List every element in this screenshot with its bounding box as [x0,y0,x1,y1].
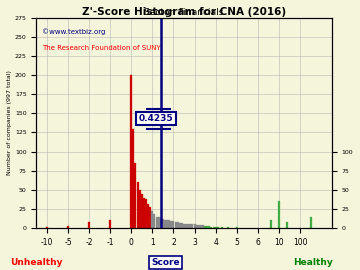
Bar [287,222,288,228]
Bar [168,221,170,228]
Bar [206,226,208,228]
Bar [194,224,195,228]
Y-axis label: Number of companies (997 total): Number of companies (997 total) [7,70,12,176]
Bar [179,223,181,228]
Bar [147,204,149,228]
Bar [177,222,179,228]
Bar [200,225,202,228]
Bar [208,226,210,228]
Bar [156,217,158,228]
Bar [183,224,185,228]
Bar [221,227,223,228]
Title: Z'-Score Histogram for CNA (2016): Z'-Score Histogram for CNA (2016) [82,7,286,17]
Bar [67,226,69,228]
Text: Healthy: Healthy [293,258,333,267]
Text: Score: Score [151,258,180,267]
Bar [212,227,215,228]
Bar [196,225,198,228]
Text: 0.4235: 0.4235 [139,114,173,123]
Bar [236,227,238,228]
Bar [135,163,136,228]
Bar [151,211,153,228]
Text: ©www.textbiz.org: ©www.textbiz.org [42,28,105,35]
Bar [141,194,143,228]
Bar [310,217,312,228]
Bar [181,223,183,228]
Text: Unhealthy: Unhealthy [10,258,62,267]
Bar [109,221,111,228]
Bar [143,198,145,228]
Bar [217,227,219,228]
Text: The Research Foundation of SUNY: The Research Foundation of SUNY [42,45,161,51]
Bar [46,227,48,228]
Bar [211,227,212,228]
Bar [278,201,280,228]
Bar [185,224,187,228]
Bar [198,225,200,228]
Bar [187,224,189,228]
Bar [132,129,134,228]
Bar [270,221,271,228]
Bar [170,221,172,228]
Bar [189,224,192,228]
Bar [202,225,204,228]
Bar [145,199,147,228]
Bar [158,217,160,228]
Bar [227,227,229,228]
Bar [153,214,156,228]
Bar [160,218,162,228]
Bar [149,207,151,228]
Bar [130,75,132,228]
Bar [204,226,206,228]
Bar [215,227,217,228]
Text: Sector: Financials: Sector: Financials [144,8,224,17]
Bar [166,221,168,228]
Bar [88,222,90,228]
Bar [164,220,166,228]
Bar [136,182,139,228]
Bar [175,222,176,228]
Bar [192,224,193,228]
Bar [139,190,141,228]
Bar [162,219,164,228]
Bar [172,221,175,228]
